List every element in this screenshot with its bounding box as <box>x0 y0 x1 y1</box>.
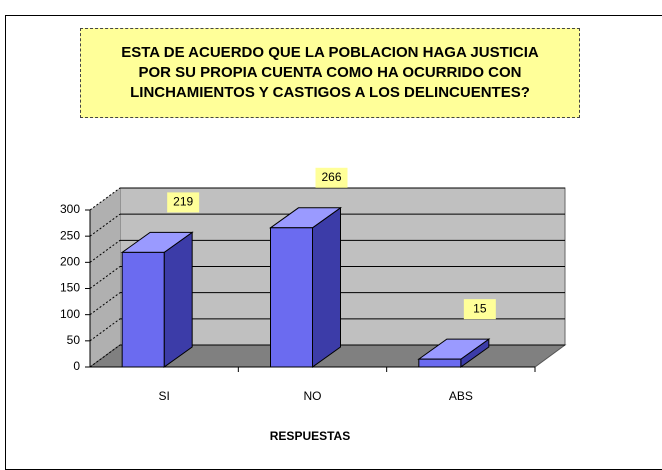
side-wall <box>90 188 120 367</box>
value-label-box <box>463 299 496 320</box>
y-tick-label: 50 <box>67 333 81 347</box>
y-tick-label: 250 <box>60 228 80 242</box>
value-label-box <box>315 167 348 188</box>
y-tick-label: 0 <box>73 359 80 373</box>
value-label: 219 <box>173 195 193 209</box>
y-tick-label: 300 <box>60 202 80 216</box>
bar <box>270 227 313 368</box>
y-tick-label: 100 <box>60 307 80 321</box>
x-tick-label: SI <box>158 389 169 403</box>
bar <box>418 358 462 368</box>
chart-title: ESTA DE ACUERDO QUE LA POBLACION HAGA JU… <box>80 28 580 118</box>
x-tick-label: ABS <box>449 389 473 403</box>
y-tick-label: 200 <box>60 255 80 269</box>
y-tick-label: 150 <box>60 281 80 295</box>
bar-side <box>312 206 341 368</box>
x-axis-label: RESPUESTAS <box>270 429 350 443</box>
x-tick-label: NO <box>304 389 322 403</box>
value-label: 266 <box>321 170 341 184</box>
value-label-box <box>167 192 200 213</box>
bar-side <box>163 231 193 368</box>
value-label: 15 <box>473 301 487 315</box>
bar <box>121 251 165 368</box>
